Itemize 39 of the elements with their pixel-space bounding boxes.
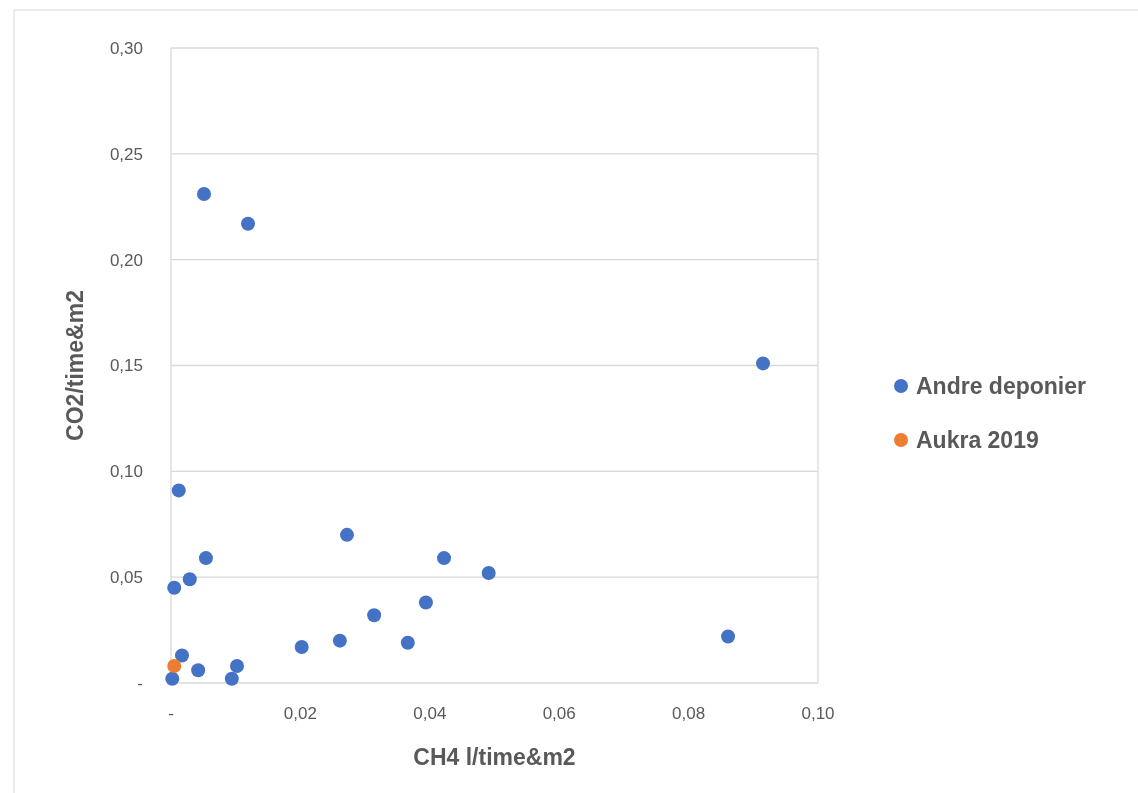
point: [721, 629, 736, 644]
point: [367, 608, 382, 623]
y-tick-label: 0,10: [109, 462, 143, 482]
x-tick-label: 0,08: [672, 704, 706, 723]
point: [198, 551, 213, 566]
point: [229, 659, 244, 674]
point: [182, 572, 197, 587]
point: [756, 356, 771, 371]
point: [339, 527, 354, 542]
y-tick-label: 0,15: [109, 356, 143, 376]
x-tick-label: 0,10: [801, 704, 835, 723]
x-tick-label: 0,06: [542, 704, 576, 723]
point: [294, 640, 309, 655]
point: [418, 595, 433, 610]
point: [224, 671, 239, 686]
point: [400, 635, 415, 650]
y-tick-label: -: [137, 673, 143, 693]
x-tick-label: 0,02: [283, 704, 317, 723]
x-tick-label: 0,04: [413, 704, 447, 723]
legend-label: Andre deponier: [916, 373, 1087, 400]
y-tick-label: 0,20: [109, 250, 143, 270]
point: [167, 659, 182, 674]
y-axis-title: CO2/time&m2: [62, 290, 88, 441]
point: [481, 565, 496, 580]
y-tick-label: 0,05: [109, 568, 143, 588]
y-tick-label: 0,30: [109, 38, 143, 58]
point: [191, 663, 206, 678]
point: [197, 187, 211, 202]
point: [171, 483, 186, 498]
point: [165, 671, 180, 686]
point: [175, 648, 189, 663]
legend-label: Aukra 2019: [916, 427, 1039, 454]
point: [332, 633, 347, 648]
x-axis-title: CH4 l/time&m2: [413, 744, 576, 770]
point: [240, 216, 255, 231]
x-tick-label: -: [168, 704, 174, 723]
point: [437, 551, 452, 566]
y-tick-label: 0,25: [109, 144, 143, 164]
point: [167, 580, 182, 595]
